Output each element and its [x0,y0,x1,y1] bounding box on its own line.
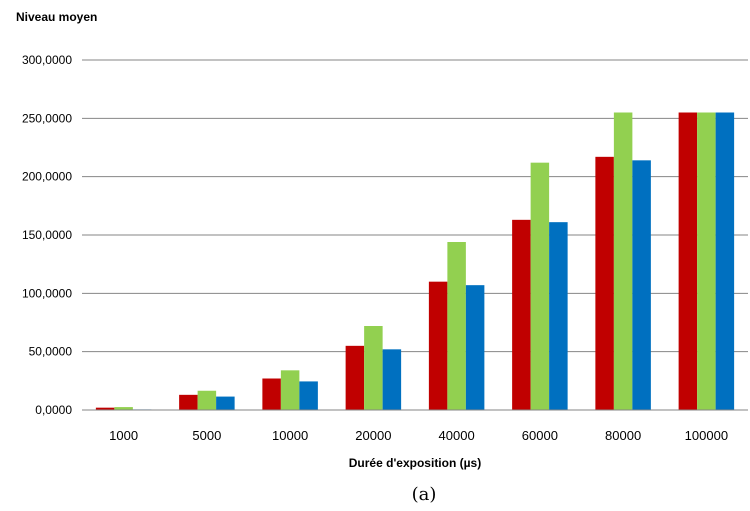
figure-caption: (a) [412,484,437,505]
x-tick-label: 40000 [439,428,475,443]
bar [95,407,115,410]
x-tick-label: 1000 [109,428,138,443]
bar [530,162,550,410]
x-tick-label: 20000 [355,428,391,443]
bar [216,396,235,410]
y-tick-label: 0,0000 [35,403,72,417]
y-tick-label: 250,0000 [22,111,72,125]
bar [697,112,716,410]
x-axis-title: Durée d'exposition (µs) [349,456,481,470]
y-tick-label: 150,0000 [22,228,72,242]
x-tick-label: 5000 [192,428,221,443]
x-tick-label: 60000 [522,428,558,443]
bar [632,160,651,410]
bar [465,285,485,410]
y-tick-label: 200,0000 [22,170,72,184]
bar [382,349,402,410]
bar [114,407,133,410]
bar [549,222,568,410]
bar [299,381,318,410]
y-tick-label: 100,0000 [22,286,72,300]
x-tick-label: 80000 [605,428,641,443]
x-tick-label: 10000 [272,428,308,443]
bar [715,112,735,410]
x-axis-ticks: 1000 5000 10000 20000 40000 60000 80000 100000 [109,428,728,443]
bar [428,281,448,410]
y-axis-title: Niveau moyen [16,10,97,24]
bar [512,219,531,410]
bar [262,378,281,410]
bar [613,112,633,410]
bar [678,112,698,410]
y-tick-label: 300,0000 [22,53,72,67]
y-axis-ticks: 0,0000 50,0000 100,0000 150,0000 200,0000 250… [22,53,72,417]
x-tick-label: 100000 [685,428,728,443]
bars [95,112,735,410]
bar [280,370,300,410]
bar [447,242,466,410]
y-tick-label: 50,0000 [29,345,73,359]
bar [179,394,198,410]
bar [595,156,614,410]
bar [345,345,365,410]
bar [197,390,217,410]
bar [364,326,383,410]
